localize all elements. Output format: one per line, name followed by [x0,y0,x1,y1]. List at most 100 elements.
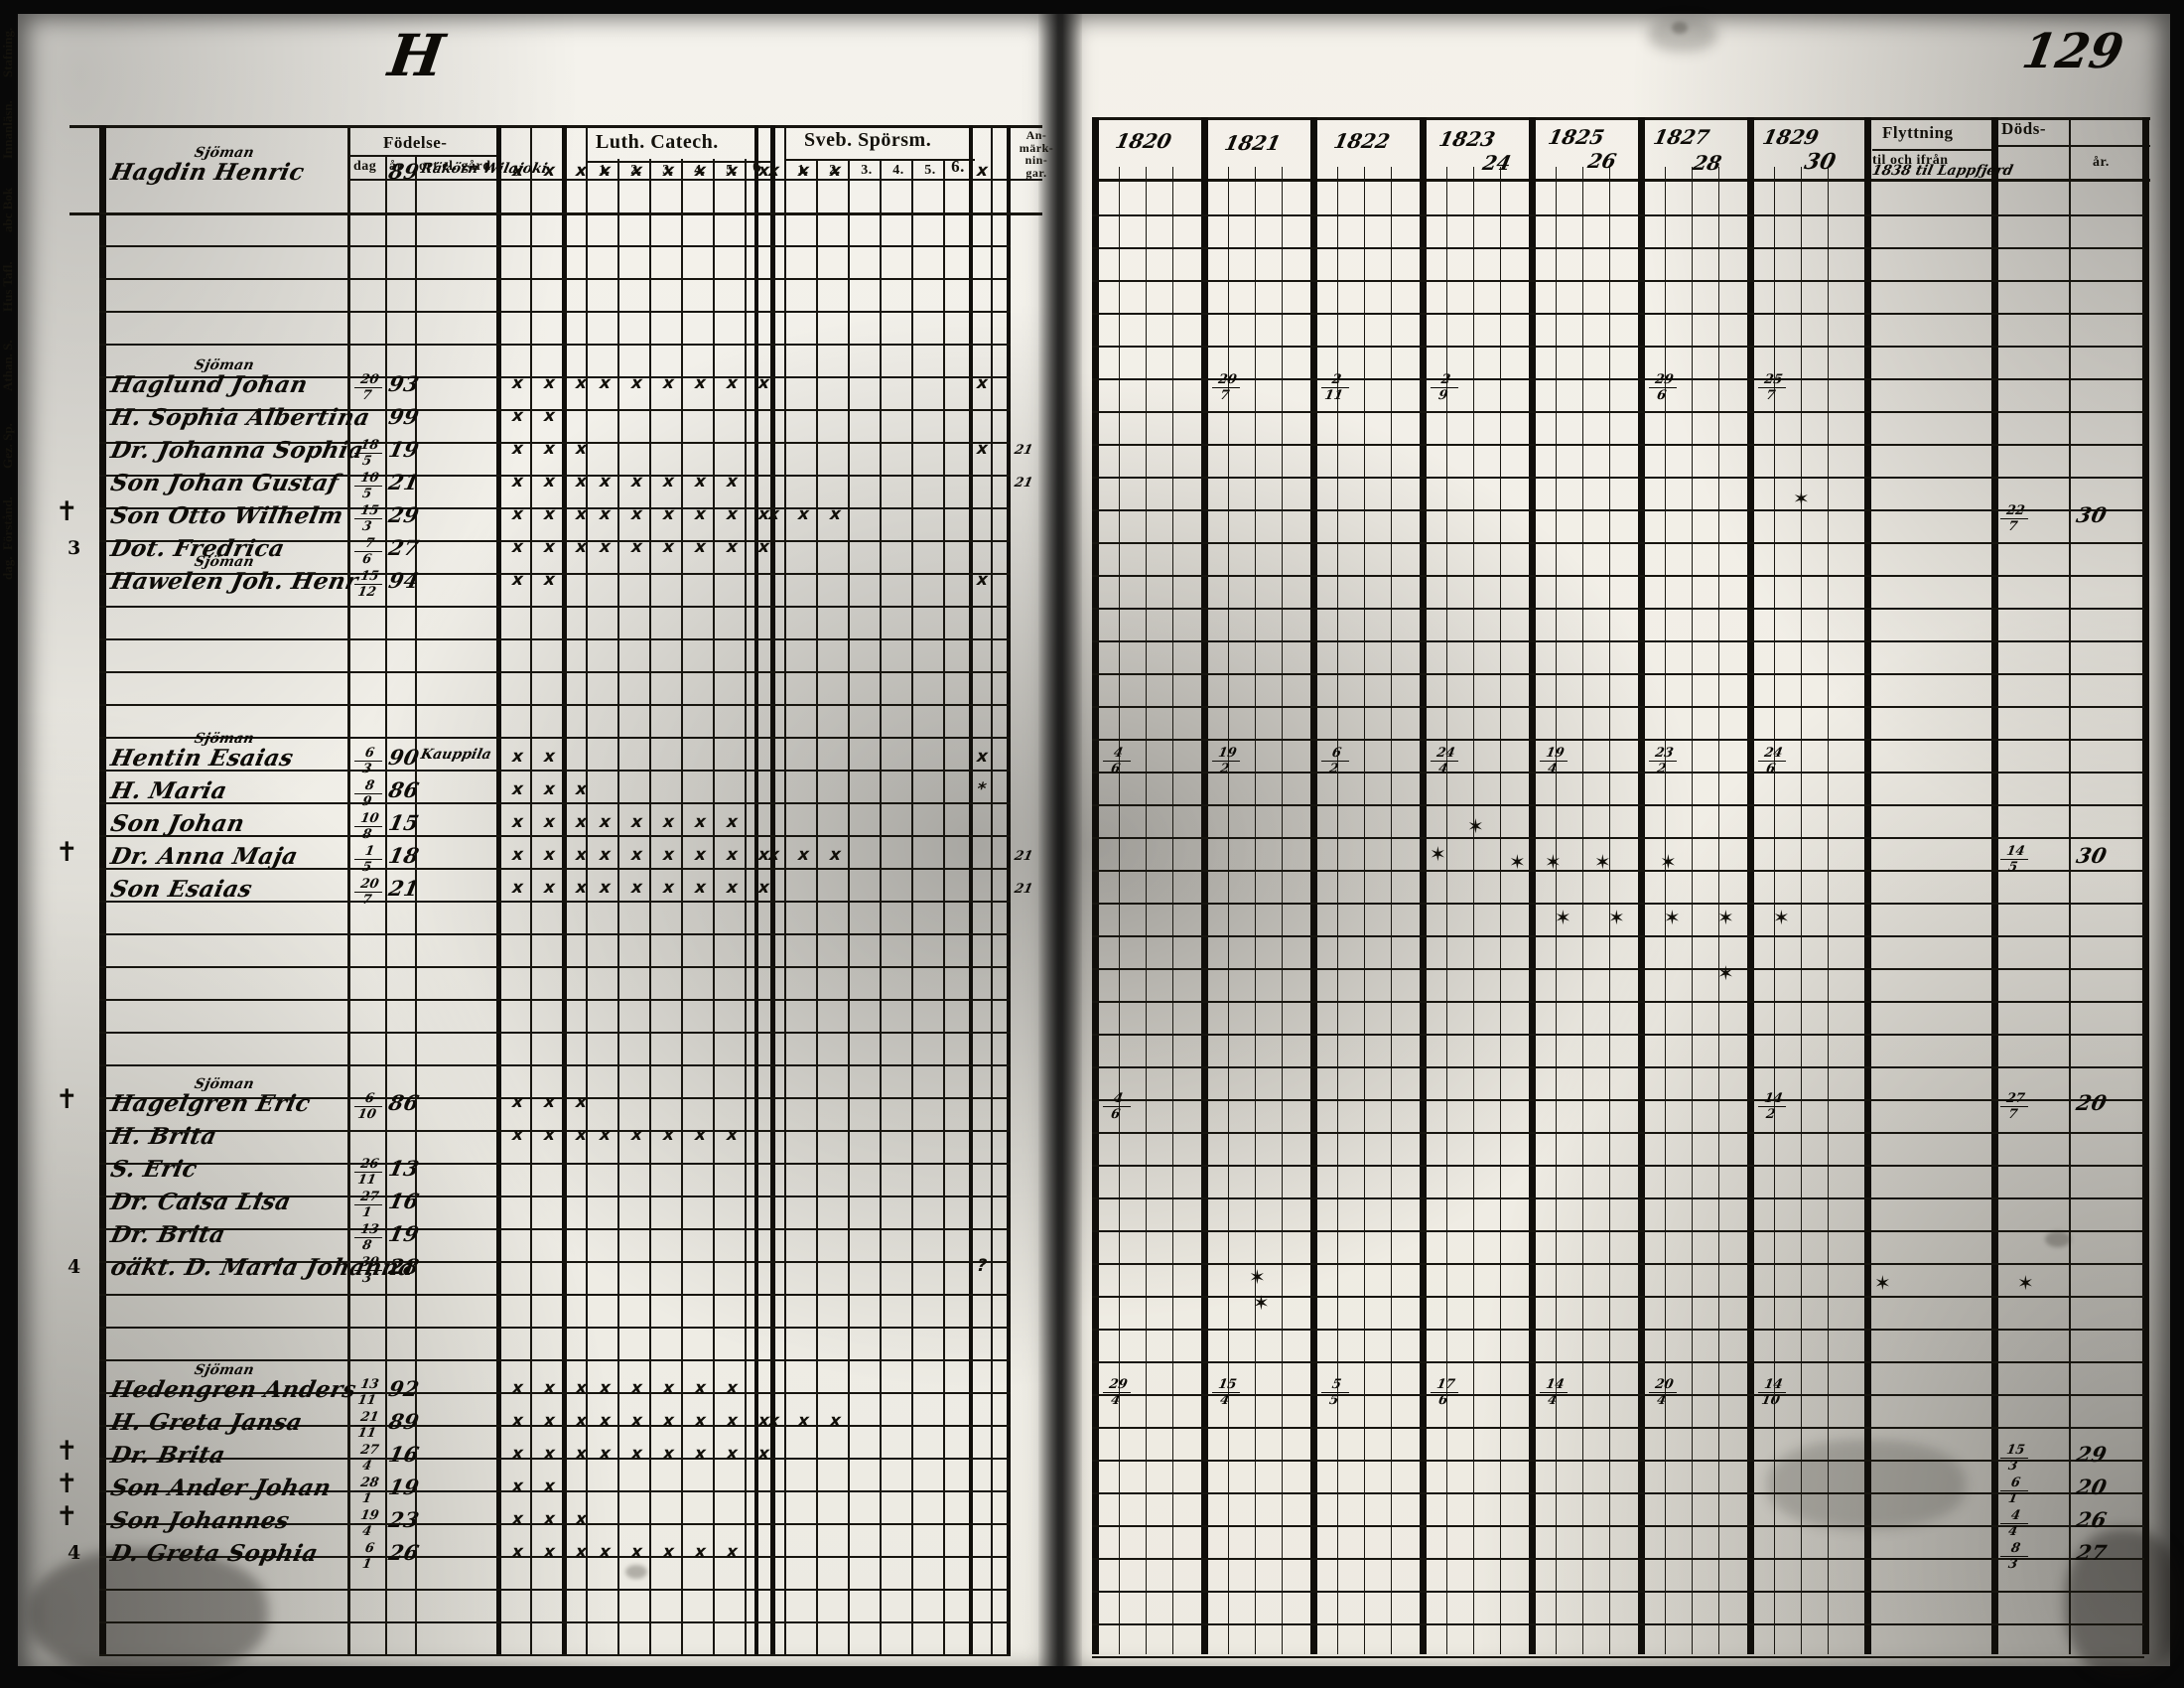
anmarkningar-note: 21 [1013,443,1034,458]
rule-h-row [1092,1230,2144,1232]
year-header-1824: 24 [1480,151,1514,175]
rule-v [347,125,350,1654]
rule-h-row [1092,706,2144,708]
scan-edge-right [2170,0,2184,1688]
year-header-1828: 28 [1691,151,1724,175]
birth-year: 18 [386,843,422,868]
birth-year: 89 [386,1409,422,1434]
paper-stain [2065,1529,2184,1678]
rule-v [617,159,619,1654]
rule-h-row [1092,1296,2144,1298]
header-flyttning-sub: til och ifrån [1872,153,1949,168]
rule-v [848,159,850,1654]
rule-h-row [1092,1427,2144,1429]
rule-h-row [1092,1099,2144,1101]
year-header-1822: 1822 [1331,129,1393,153]
person-name: Hentin Esaias [108,745,296,772]
person-name: S. Eric [108,1156,201,1183]
pen-star-mark: ✶ [1509,850,1526,874]
rule-v-thick [1529,117,1536,1654]
birth-date-fraction: 13 11 [354,1377,382,1408]
rule-v [385,155,387,1654]
death-cross-marker: ✝ [56,496,78,527]
rule-h-row [1092,1623,2144,1625]
header-numeral-2: 2. [630,163,642,178]
death-cross-marker: ✝ [56,1436,78,1467]
year-attendance-mark: 15 4 [1206,1377,1245,1408]
rule-v-year-sub [1282,167,1283,1654]
rule-h-row [99,901,1011,903]
pen-star-mark: ✶ [1594,850,1611,874]
rule-v-thick [496,125,501,1654]
rule-h-row [1092,1394,2144,1396]
year-attendance-mark: 20 4 [1643,1377,1682,1408]
birth-date-fraction: 30 3 [348,1255,387,1286]
rule-h-row [1092,313,2144,315]
rule-h-row [99,1621,1011,1623]
person-name: Haglund Johan [108,371,311,398]
year-attendance-mark: 29 6 [1643,372,1682,403]
year-attendance-mark: 24 6 [1752,746,1791,776]
death-year: 20 [2074,1090,2110,1115]
rule-h-row [99,638,1011,640]
anmarkningar-note: 21 [1013,849,1034,864]
person-name: Hagelgren Eric [108,1090,314,1117]
year-attendance-mark: 14 2 [1752,1091,1791,1122]
rule-v-year-sub [1446,167,1447,1654]
header-fodelse-dag: dag [353,159,377,174]
rule-h-row [99,507,1011,509]
rule-h [1092,117,2150,120]
rule-h-row [99,1294,1011,1296]
rule-v [586,125,588,1654]
person-name: H. Greta Jansa [108,1409,306,1436]
birth-year: 27 [386,535,422,560]
header-numeral-6: 6. [752,157,766,176]
rule-h-row [1092,1066,2144,1068]
rule-v-dods-sub [2069,145,2070,1654]
rule-v-year-sub [1228,167,1229,1654]
rule-v-year-sub [1609,167,1610,1654]
rule-h-row [99,1032,1011,1034]
birth-year: 21 [386,876,422,901]
rule-h-row [1092,247,2144,249]
death-date-fraction: 27 7 [1994,1091,2033,1122]
birth-year: 86 [386,777,422,802]
birth-year: 28 [386,1254,422,1279]
rule-h-row [99,802,1011,804]
birth-date-fraction: 19 4 [348,1508,387,1539]
rule-h-row [99,933,1011,935]
header-fodelse-ar: år [389,159,404,174]
header-numeral-4: 4. [694,163,706,178]
rule-v-year-sub [1718,167,1719,1654]
rule-h-row [99,376,1011,378]
death-cross-marker: ✝ [56,1084,78,1115]
rule-h-row [99,1327,1011,1329]
rule-v-year-sub [1119,167,1120,1654]
year-header-1826: 26 [1585,149,1619,173]
rule-v-thick [1201,117,1208,1654]
anmarkningar-note: 21 [1013,476,1034,491]
rule-v-thick [770,125,775,1654]
rule-h-row [99,737,1011,739]
rule-h-row [99,868,1011,870]
person-name: Son Johannes [108,1507,293,1534]
rule-v [2069,117,2071,1654]
rule-h-row [1092,804,2144,806]
rule-h-row [99,1523,1011,1525]
birth-year: 19 [386,437,422,462]
year-attendance-mark: 14 10 [1758,1377,1786,1408]
left-page [18,8,1060,1682]
birth-year: 94 [386,568,422,593]
rule-h-row [99,1163,1011,1165]
header-anmarkningar: An- märk- nin- gar. [1019,128,1054,180]
rule-v-year-sub [1801,167,1802,1654]
rule-h-row [99,770,1011,772]
rule-h-row [99,1556,1011,1558]
